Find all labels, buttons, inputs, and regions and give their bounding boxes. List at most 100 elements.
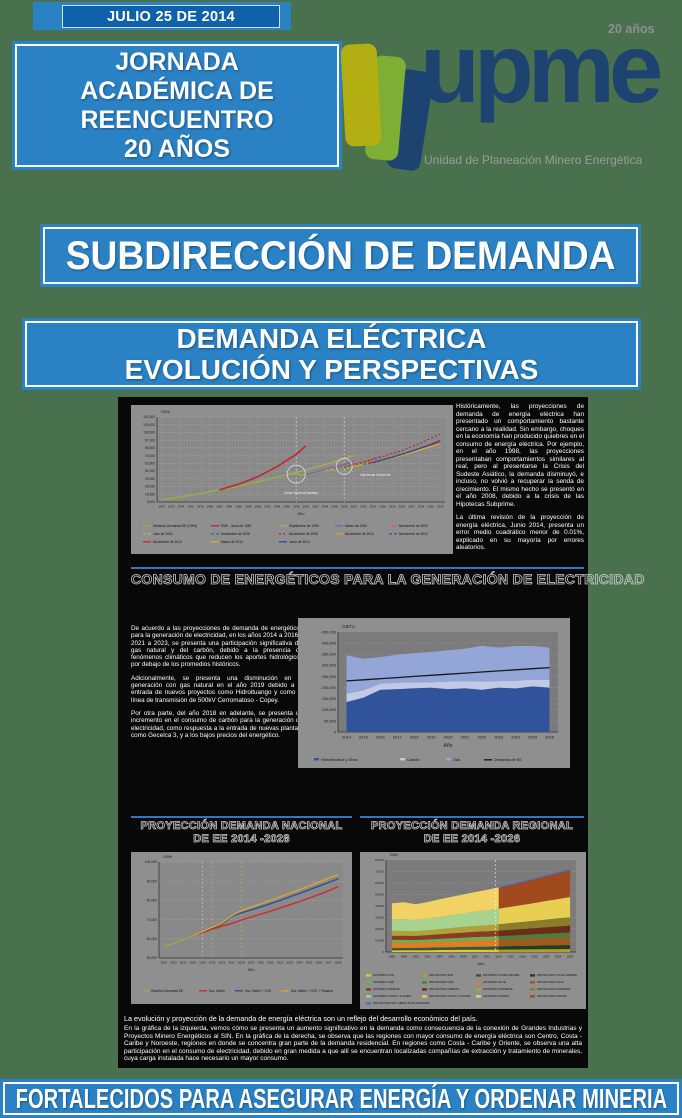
svg-text:Hipotecas Subprime: Hipotecas Subprime	[360, 473, 391, 477]
svg-text:2012: 2012	[484, 954, 491, 958]
svg-text:30,000: 30,000	[375, 916, 384, 920]
svg-text:2000: 2000	[412, 954, 419, 958]
svg-text:1980: 1980	[206, 505, 213, 509]
svg-text:62,500: 62,500	[145, 462, 155, 466]
svg-text:2022: 2022	[408, 505, 415, 509]
event-title-line3: REENCUENTRO	[80, 105, 274, 134]
svg-text:74,000: 74,000	[145, 454, 155, 458]
svg-text:1988: 1988	[245, 505, 252, 509]
upme-flags-icon	[341, 43, 434, 171]
svg-text:2008: 2008	[341, 505, 348, 509]
national-divider-line	[131, 816, 352, 818]
svg-text:2022: 2022	[543, 954, 550, 958]
svg-text:PROYECTADO VALLE: PROYECTADO VALLE	[537, 980, 564, 984]
svg-text:GWh: GWh	[163, 854, 172, 859]
svg-text:HISTÓRICO ORIENTE: HISTÓRICO ORIENTE	[373, 986, 400, 991]
svg-text:PROYECTADO TOLIMA GRANDE: PROYECTADO TOLIMA GRANDE	[537, 973, 577, 977]
svg-text:2020: 2020	[444, 735, 454, 740]
consumo-divider-line	[131, 567, 584, 569]
svg-text:2002: 2002	[424, 954, 431, 958]
svg-text:2008: 2008	[460, 954, 467, 958]
svg-text:50,000: 50,000	[324, 718, 337, 723]
svg-text:Noviembre de 2008: Noviembre de 2008	[289, 532, 318, 536]
svg-text:80,000: 80,000	[375, 858, 384, 862]
svg-text:GWh: GWh	[390, 853, 398, 857]
svg-text:1992: 1992	[264, 505, 271, 509]
svg-text:Año: Año	[444, 743, 453, 749]
svg-text:0: 0	[334, 729, 337, 734]
svg-text:2012: 2012	[180, 961, 187, 965]
svg-text:GBTU: GBTU	[342, 624, 355, 629]
svg-text:2004: 2004	[436, 954, 443, 958]
svg-text:40,000: 40,000	[375, 904, 384, 908]
svg-text:Esc. Medio + GCE + Panamá: Esc. Medio + GCE + Panamá	[291, 989, 333, 993]
regional-section-title: PROYECCIÓN DEMANDA REGIONAL DE EE 2014 -…	[360, 820, 584, 846]
national-chart-panel: 50,000 60,000 70,000 80,000 90,000 100,000 201…	[131, 852, 352, 1004]
projections-paragraph-2: La última revisión de la proyección de e…	[456, 514, 584, 551]
svg-text:2015: 2015	[209, 961, 216, 965]
projections-text-block: Históricamente, las proyecciones de dema…	[456, 403, 584, 565]
regional-divider-line	[360, 816, 584, 818]
event-title-line2: ACADÉMICA DE	[80, 76, 274, 105]
svg-text:2004: 2004	[322, 505, 329, 509]
svg-text:150,000: 150,000	[322, 696, 337, 701]
projections-paragraph-1: Históricamente, las proyecciones de dema…	[456, 403, 584, 508]
svg-text:2016: 2016	[376, 735, 386, 740]
gbtu-chart-panel: 0 50,000 100,000 150,000 200,000 250,000 300,0…	[298, 618, 570, 768]
svg-text:10,000: 10,000	[375, 939, 384, 943]
svg-text:2024: 2024	[418, 505, 425, 509]
svg-text:Marzo de 2014: Marzo de 2014	[221, 540, 243, 544]
svg-text:1982: 1982	[216, 505, 223, 509]
svg-text:Noviembre de 2006: Noviembre de 2006	[221, 532, 250, 536]
svg-text:39,500: 39,500	[145, 477, 155, 481]
svg-text:2010: 2010	[472, 954, 479, 958]
svg-text:0: 0	[382, 950, 384, 954]
svg-text:PROYECTADO SUR: PROYECTADO SUR	[429, 973, 453, 977]
svg-text:20,000: 20,000	[375, 927, 384, 931]
svg-text:51,000: 51,000	[145, 469, 155, 473]
svg-text:Año: Año	[478, 961, 485, 966]
demanda-title-line2: EVOLUCIÓN Y PERSPECTIVAS	[124, 354, 539, 385]
svg-text:HISTÓRICO SUR: HISTÓRICO SUR	[373, 972, 394, 977]
svg-text:1996: 1996	[389, 954, 396, 958]
bottom-paragraph: En la gráfica de la izquierda, vemos cóm…	[124, 1025, 582, 1063]
svg-text:250,000: 250,000	[322, 674, 337, 679]
svg-text:ENE - Junio de 1982: ENE - Junio de 1982	[221, 524, 252, 528]
svg-text:HISTÓRICO CQR: HISTÓRICO CQR	[373, 979, 394, 984]
svg-text:2025: 2025	[528, 735, 538, 740]
svg-text:2017: 2017	[393, 735, 403, 740]
svg-text:2021: 2021	[460, 735, 470, 740]
svg-text:Esc. Medio: Esc. Medio	[209, 989, 225, 993]
svg-text:100,000: 100,000	[145, 860, 157, 864]
svg-text:2027: 2027	[325, 961, 332, 965]
svg-text:Marzo de 2000: Marzo de 2000	[345, 524, 367, 528]
svg-text:2012: 2012	[360, 505, 367, 509]
svg-text:2028: 2028	[437, 505, 444, 509]
content-canvas: 5,000 16,500 28,000 39,500 51,000 62,500 74,00…	[118, 397, 645, 1068]
event-title-box: JORNADA ACADÉMICA DE REENCUENTRO 20 AÑOS	[12, 41, 342, 170]
footer-slogan: FORTALECIDOS PARA ASEGURAR ENERGÍA Y ORD…	[15, 1082, 667, 1114]
subdireccion-title: SUBDIRECCIÓN DE DEMANDA	[65, 233, 616, 278]
svg-text:Histórica Demanda EE (GWh): Histórica Demanda EE (GWh)	[153, 524, 197, 528]
svg-text:PROYECTADO ESC. MEDIO TOTAL RE: PROYECTADO ESC. MEDIO TOTAL REGIONAL	[373, 1001, 430, 1005]
svg-text:80,000: 80,000	[147, 899, 157, 903]
svg-text:2023: 2023	[286, 961, 293, 965]
projections-chart-panel: 5,000 16,500 28,000 39,500 51,000 62,500 74,00…	[131, 405, 453, 554]
svg-text:2006: 2006	[331, 505, 338, 509]
svg-text:Noviembre de 2013: Noviembre de 2013	[153, 540, 182, 544]
svg-text:Histórico Demanda EE: Histórico Demanda EE	[151, 989, 183, 993]
svg-text:2010: 2010	[350, 505, 357, 509]
svg-text:2026: 2026	[567, 954, 574, 958]
svg-text:2022: 2022	[277, 961, 284, 965]
svg-text:1990: 1990	[254, 505, 261, 509]
upme-tagline: Unidad de Planeación Minero Energética	[424, 153, 643, 167]
svg-text:Julio de 2004: Julio de 2004	[153, 532, 173, 536]
svg-text:1986: 1986	[235, 505, 242, 509]
consumo-section-title: CONSUMO DE ENERGÉTICOS PARA LA GENERACIÓ…	[131, 571, 645, 588]
national-title-line1: PROYECCIÓN DEMANDA NACIONAL	[140, 820, 343, 833]
svg-text:1994: 1994	[274, 505, 281, 509]
svg-text:400,000: 400,000	[322, 641, 337, 646]
svg-text:Esc. Medio + GCE: Esc. Medio + GCE	[245, 989, 271, 993]
regional-chart: 0 10,000 20,000 30,000 40,000 50,000 60,000 70,…	[366, 853, 577, 1005]
svg-text:2014: 2014	[370, 505, 377, 509]
